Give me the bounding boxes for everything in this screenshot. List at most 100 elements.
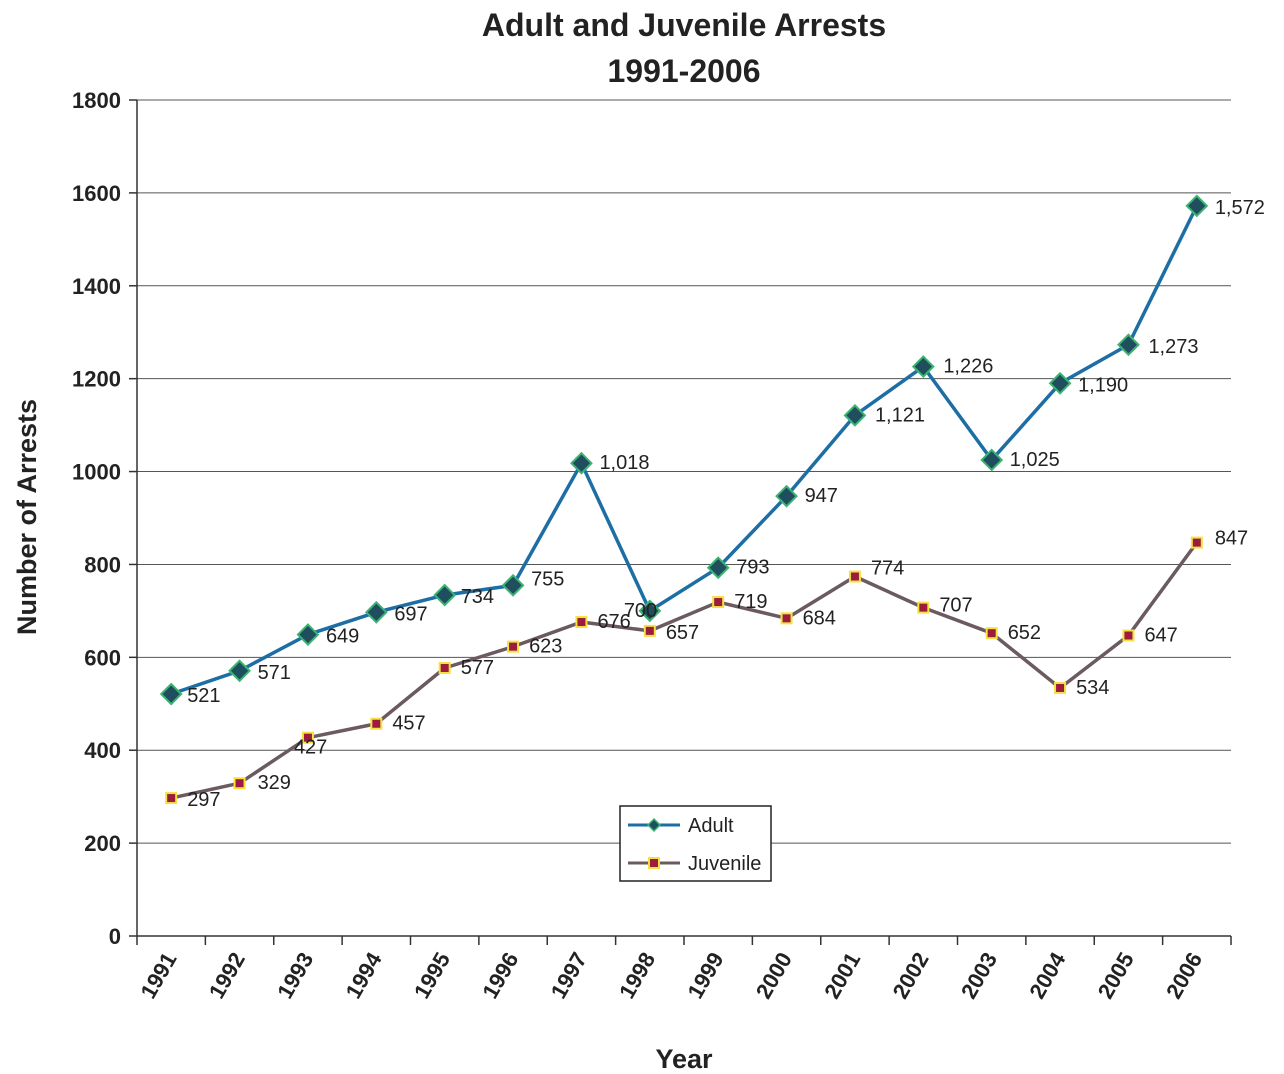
data-label-adult-1995: 734 xyxy=(461,586,494,608)
data-label-adult-2005: 1,273 xyxy=(1148,336,1198,358)
point-adult-1993 xyxy=(296,623,320,646)
data-label-adult-2000: 947 xyxy=(805,485,838,507)
x-axis-title: Year xyxy=(655,1044,713,1074)
point-juvenile-2004 xyxy=(1054,681,1067,694)
point-adult-1997 xyxy=(570,451,593,475)
data-label-juvenile-1993: 427 xyxy=(294,737,327,759)
point-juvenile-1997 xyxy=(575,616,588,629)
x-tick-label-1994: 1994 xyxy=(341,947,388,1003)
point-adult-1991 xyxy=(159,682,183,706)
x-tick-labels: 1991 1992 1993 1994 1995 1996 1997 1998 1999 2000… xyxy=(135,947,1207,1003)
series xyxy=(159,194,1209,805)
point-juvenile-2003 xyxy=(985,627,998,640)
legend-adult-marker xyxy=(646,817,662,833)
data-labels: 521 571 649 697 734 755 1,018 700 793 947 1,121 1,2… xyxy=(187,197,1265,811)
point-adult-2001 xyxy=(843,403,867,427)
data-label-juvenile-1994: 457 xyxy=(392,713,425,735)
x-tick-label-2003: 2003 xyxy=(956,948,1002,1003)
y-tick-label-1800: 1800 xyxy=(72,88,121,113)
data-label-juvenile-2003: 652 xyxy=(1008,622,1041,644)
point-juvenile-1994 xyxy=(370,717,383,730)
point-juvenile-2002 xyxy=(917,601,930,614)
data-label-juvenile-2005: 647 xyxy=(1144,625,1177,647)
data-label-adult-1999: 793 xyxy=(736,557,769,579)
point-juvenile-1992 xyxy=(233,777,246,790)
data-label-adult-1997: 1,018 xyxy=(599,452,649,474)
point-juvenile-1999 xyxy=(712,596,725,609)
data-label-juvenile-2004: 534 xyxy=(1076,677,1109,699)
data-label-adult-2006: 1,572 xyxy=(1215,197,1265,219)
data-label-juvenile-2006: 847 xyxy=(1215,528,1248,550)
data-label-juvenile-2001: 774 xyxy=(871,558,904,580)
y-tick-label-1200: 1200 xyxy=(72,367,121,392)
x-tick-label-2001: 2001 xyxy=(819,948,865,1003)
point-adult-1999 xyxy=(706,556,730,580)
legend-juvenile-marker xyxy=(648,857,660,869)
point-juvenile-2006 xyxy=(1190,536,1203,549)
point-adult-1996 xyxy=(501,573,525,597)
data-label-juvenile-1998: 657 xyxy=(666,622,699,644)
data-label-adult-1996: 755 xyxy=(531,568,564,590)
data-label-adult-1993: 649 xyxy=(326,626,359,648)
point-adult-2002 xyxy=(911,355,935,379)
point-juvenile-1995 xyxy=(438,662,451,675)
point-adult-1995 xyxy=(433,583,457,607)
data-label-adult-2003: 1,025 xyxy=(1010,449,1060,471)
data-label-juvenile-1991: 297 xyxy=(187,789,220,811)
y-tick-label-800: 800 xyxy=(84,552,121,577)
point-adult-2000 xyxy=(775,484,798,508)
point-adult-1998 xyxy=(638,599,662,623)
y-tick-label-400: 400 xyxy=(84,738,121,763)
legend-juvenile-label: Juvenile xyxy=(688,853,761,875)
point-juvenile-1998 xyxy=(643,624,656,637)
point-adult-1992 xyxy=(228,659,251,683)
y-tick-label-1000: 1000 xyxy=(72,460,121,485)
x-tick-label-1997: 1997 xyxy=(546,948,592,1003)
data-label-adult-1998: 700 xyxy=(624,600,657,622)
point-juvenile-1996 xyxy=(507,640,520,653)
data-label-adult-1994: 697 xyxy=(394,603,427,625)
point-adult-2006 xyxy=(1185,194,1209,218)
legend: Adult Juvenile xyxy=(619,805,772,882)
y-tick-label-1600: 1600 xyxy=(72,181,121,206)
y-tick-label-1400: 1400 xyxy=(72,274,121,299)
x-tick-label-1996: 1996 xyxy=(477,948,523,1003)
series-line-adult xyxy=(170,205,1199,696)
legend-box xyxy=(619,805,772,882)
point-juvenile-2000 xyxy=(780,612,793,625)
data-label-adult-1991: 521 xyxy=(187,685,220,707)
y-tick-labels: 0 200 400 600 800 1000 1200 1400 1600 1800 xyxy=(72,88,121,949)
data-label-adult-2001: 1,121 xyxy=(875,404,925,426)
data-label-juvenile-1996: 623 xyxy=(529,636,562,658)
x-tick-label-1995: 1995 xyxy=(409,948,455,1003)
x-tick-label-1991: 1991 xyxy=(135,948,181,1003)
data-label-adult-1992: 571 xyxy=(258,662,291,684)
x-tick-label-2000: 2000 xyxy=(751,948,797,1003)
data-label-juvenile-2002: 707 xyxy=(939,595,972,617)
chart-title: Adult and Juvenile Arrests xyxy=(482,7,886,43)
y-tick-label-0: 0 xyxy=(109,924,121,949)
point-adult-2004 xyxy=(1048,371,1072,395)
point-adult-2003 xyxy=(980,448,1004,472)
x-tick-label-2006: 2006 xyxy=(1161,948,1207,1003)
data-label-adult-2004: 1,190 xyxy=(1078,374,1128,396)
y-tick-label-600: 600 xyxy=(84,645,121,670)
axes xyxy=(129,99,1232,945)
x-tick-label-2002: 2002 xyxy=(888,948,934,1003)
x-tick-label-1998: 1998 xyxy=(614,948,660,1003)
x-tick-label-1993: 1993 xyxy=(272,948,318,1003)
legend-adult-label: Adult xyxy=(688,815,734,837)
chart-subtitle: 1991-2006 xyxy=(607,53,760,89)
data-label-juvenile-1997: 676 xyxy=(597,611,630,633)
y-axis-title: Number of Arrests xyxy=(12,399,42,635)
x-tick-label-2005: 2005 xyxy=(1093,948,1139,1003)
x-tick-label-2004: 2004 xyxy=(1024,947,1071,1003)
point-juvenile-2005 xyxy=(1122,629,1135,642)
point-juvenile-1991 xyxy=(165,792,178,805)
x-tick-label-1992: 1992 xyxy=(204,948,250,1003)
data-label-juvenile-1995: 577 xyxy=(461,657,494,679)
series-line-juvenile xyxy=(170,541,1199,800)
data-label-adult-2002: 1,226 xyxy=(943,356,993,378)
data-label-juvenile-1999: 719 xyxy=(734,591,767,613)
